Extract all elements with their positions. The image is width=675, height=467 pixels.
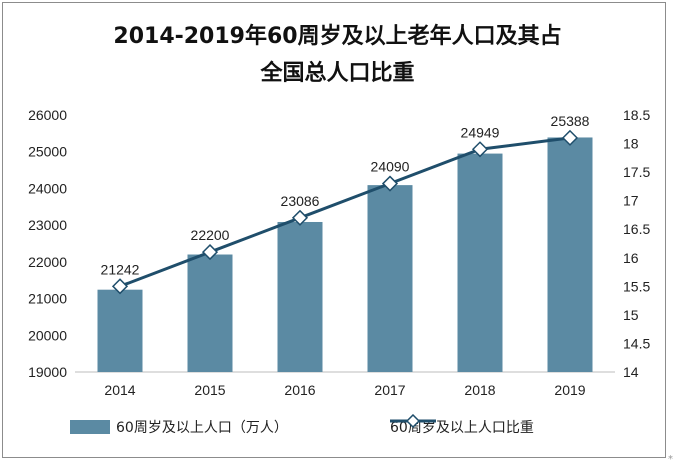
bar-2015 (187, 254, 233, 372)
y-right-tick-label-3: 15.5 (623, 278, 650, 294)
legend-bar-swatch (70, 420, 110, 434)
y-right-tick-label-4: 16 (623, 250, 639, 266)
x-tick-label-2018: 2018 (464, 382, 495, 398)
bar-2017 (367, 185, 413, 372)
x-tick-label-2017: 2017 (374, 382, 405, 398)
y-right-tick-label-8: 18 (623, 136, 639, 152)
bar-2018 (457, 153, 503, 372)
ratio-marker-2015 (201, 244, 219, 261)
y-right-tick-label-2: 15 (623, 307, 639, 323)
y-left-tick-label-3: 22000 (28, 254, 67, 270)
data-label-2018: 24949 (461, 124, 500, 140)
y-right-tick-label-6: 17 (623, 193, 639, 209)
corner-mark: * (668, 454, 673, 465)
chart-title-line2: 全国总人口比重 (260, 61, 415, 86)
legend-item-line: 60周岁及以上人口比重 (390, 414, 534, 440)
ratio-marker-2016 (291, 209, 309, 226)
x-tick-label-2015: 2015 (194, 382, 225, 398)
x-tick-label-2019: 2019 (554, 382, 585, 398)
ratio-marker-2014 (111, 278, 129, 295)
x-tick-label-2014: 2014 (104, 382, 135, 398)
data-label-2015: 22200 (191, 227, 230, 243)
y-left-tick-label-0: 19000 (28, 364, 67, 380)
y-right-tick-label-1: 14.5 (623, 335, 650, 351)
legend-line-label: 60周岁及以上人口比重 (390, 420, 534, 436)
data-label-2014: 21242 (101, 261, 140, 277)
y-left-tick-label-1: 20000 (28, 327, 67, 343)
ratio-marker-2018 (471, 141, 489, 158)
x-tick-label-2016: 2016 (284, 382, 315, 398)
data-label-2017: 24090 (371, 159, 410, 175)
ratio-marker-2019 (561, 129, 579, 146)
data-label-2019: 25388 (551, 113, 590, 129)
ratio-marker-2017 (381, 175, 399, 192)
bar-2014 (97, 289, 143, 372)
legend-item-bar: 60周岁及以上人口（万人） (70, 414, 288, 440)
y-left-tick-label-7: 26000 (28, 107, 67, 123)
y-left-tick-label-6: 25000 (28, 144, 67, 160)
y-right-tick-label-5: 16.5 (623, 221, 650, 237)
y-right-tick-label-7: 17.5 (623, 164, 650, 180)
legend-line-swatch (390, 414, 436, 428)
chart-title-line1: 2014-2019年60周岁及以上老年人口及其占 (113, 24, 562, 49)
ratio-line (119, 136, 571, 288)
legend-bar-label: 60周岁及以上人口（万人） (116, 420, 288, 436)
y-left-tick-label-5: 24000 (28, 180, 67, 196)
bar-2019 (547, 137, 593, 372)
y-left-tick-label-2: 21000 (28, 291, 67, 307)
bar-2016 (277, 221, 323, 372)
y-right-tick-label-9: 18.5 (623, 107, 650, 123)
data-label-2016: 23086 (281, 193, 320, 209)
y-right-tick-label-0: 14 (623, 364, 639, 380)
y-left-tick-label-4: 23000 (28, 217, 67, 233)
